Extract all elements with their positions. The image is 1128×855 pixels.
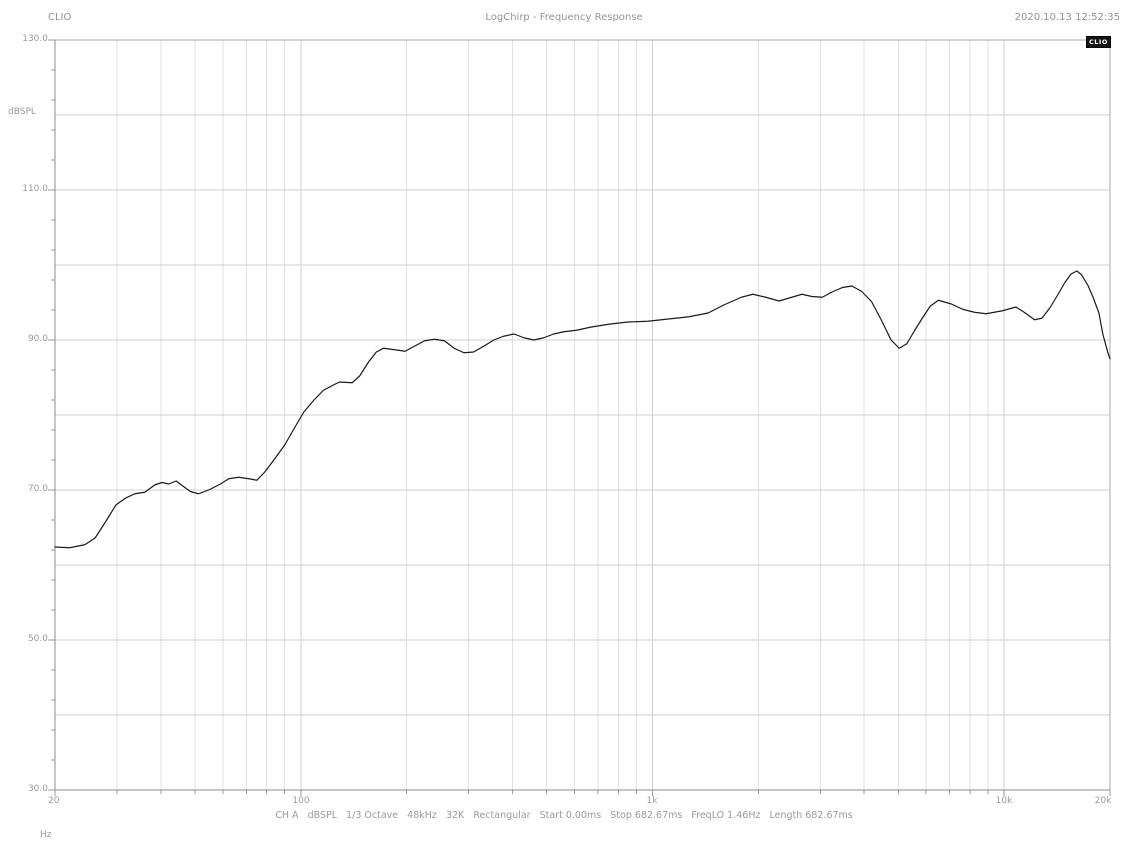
x-axis-tick-label: 100	[292, 796, 310, 806]
x-axis-tick-label: 10k	[995, 796, 1013, 806]
x-axis-tick-label: 20	[48, 796, 60, 806]
app-label: CLIO	[48, 12, 72, 23]
clio-badge: CLIO	[1086, 36, 1111, 48]
y-axis-tick-label: 70.0	[27, 484, 48, 494]
y-axis-tick-label: 30.0	[27, 784, 48, 794]
x-axis-unit-label: Hz	[40, 830, 52, 840]
y-axis-tick-label: 90.0	[27, 334, 48, 344]
y-axis-unit-label: dBSPL	[8, 107, 36, 117]
measurement-info-line: CH A dBSPL 1/3 Octave 48kHz 32K Rectangu…	[275, 810, 853, 821]
x-axis-tick-label: 1k	[646, 796, 658, 806]
page-title: LogChirp - Frequency Response	[485, 12, 643, 23]
datetime-label: 2020.10.13 12:52:35	[1014, 12, 1120, 23]
y-axis-tick-label: 50.0	[27, 634, 48, 644]
x-axis-tick-label: 20k	[1094, 796, 1112, 806]
y-axis-tick-label: 110.0	[22, 184, 48, 194]
y-axis-tick-label: 130.0	[22, 34, 48, 44]
response-curve	[54, 270, 1111, 549]
